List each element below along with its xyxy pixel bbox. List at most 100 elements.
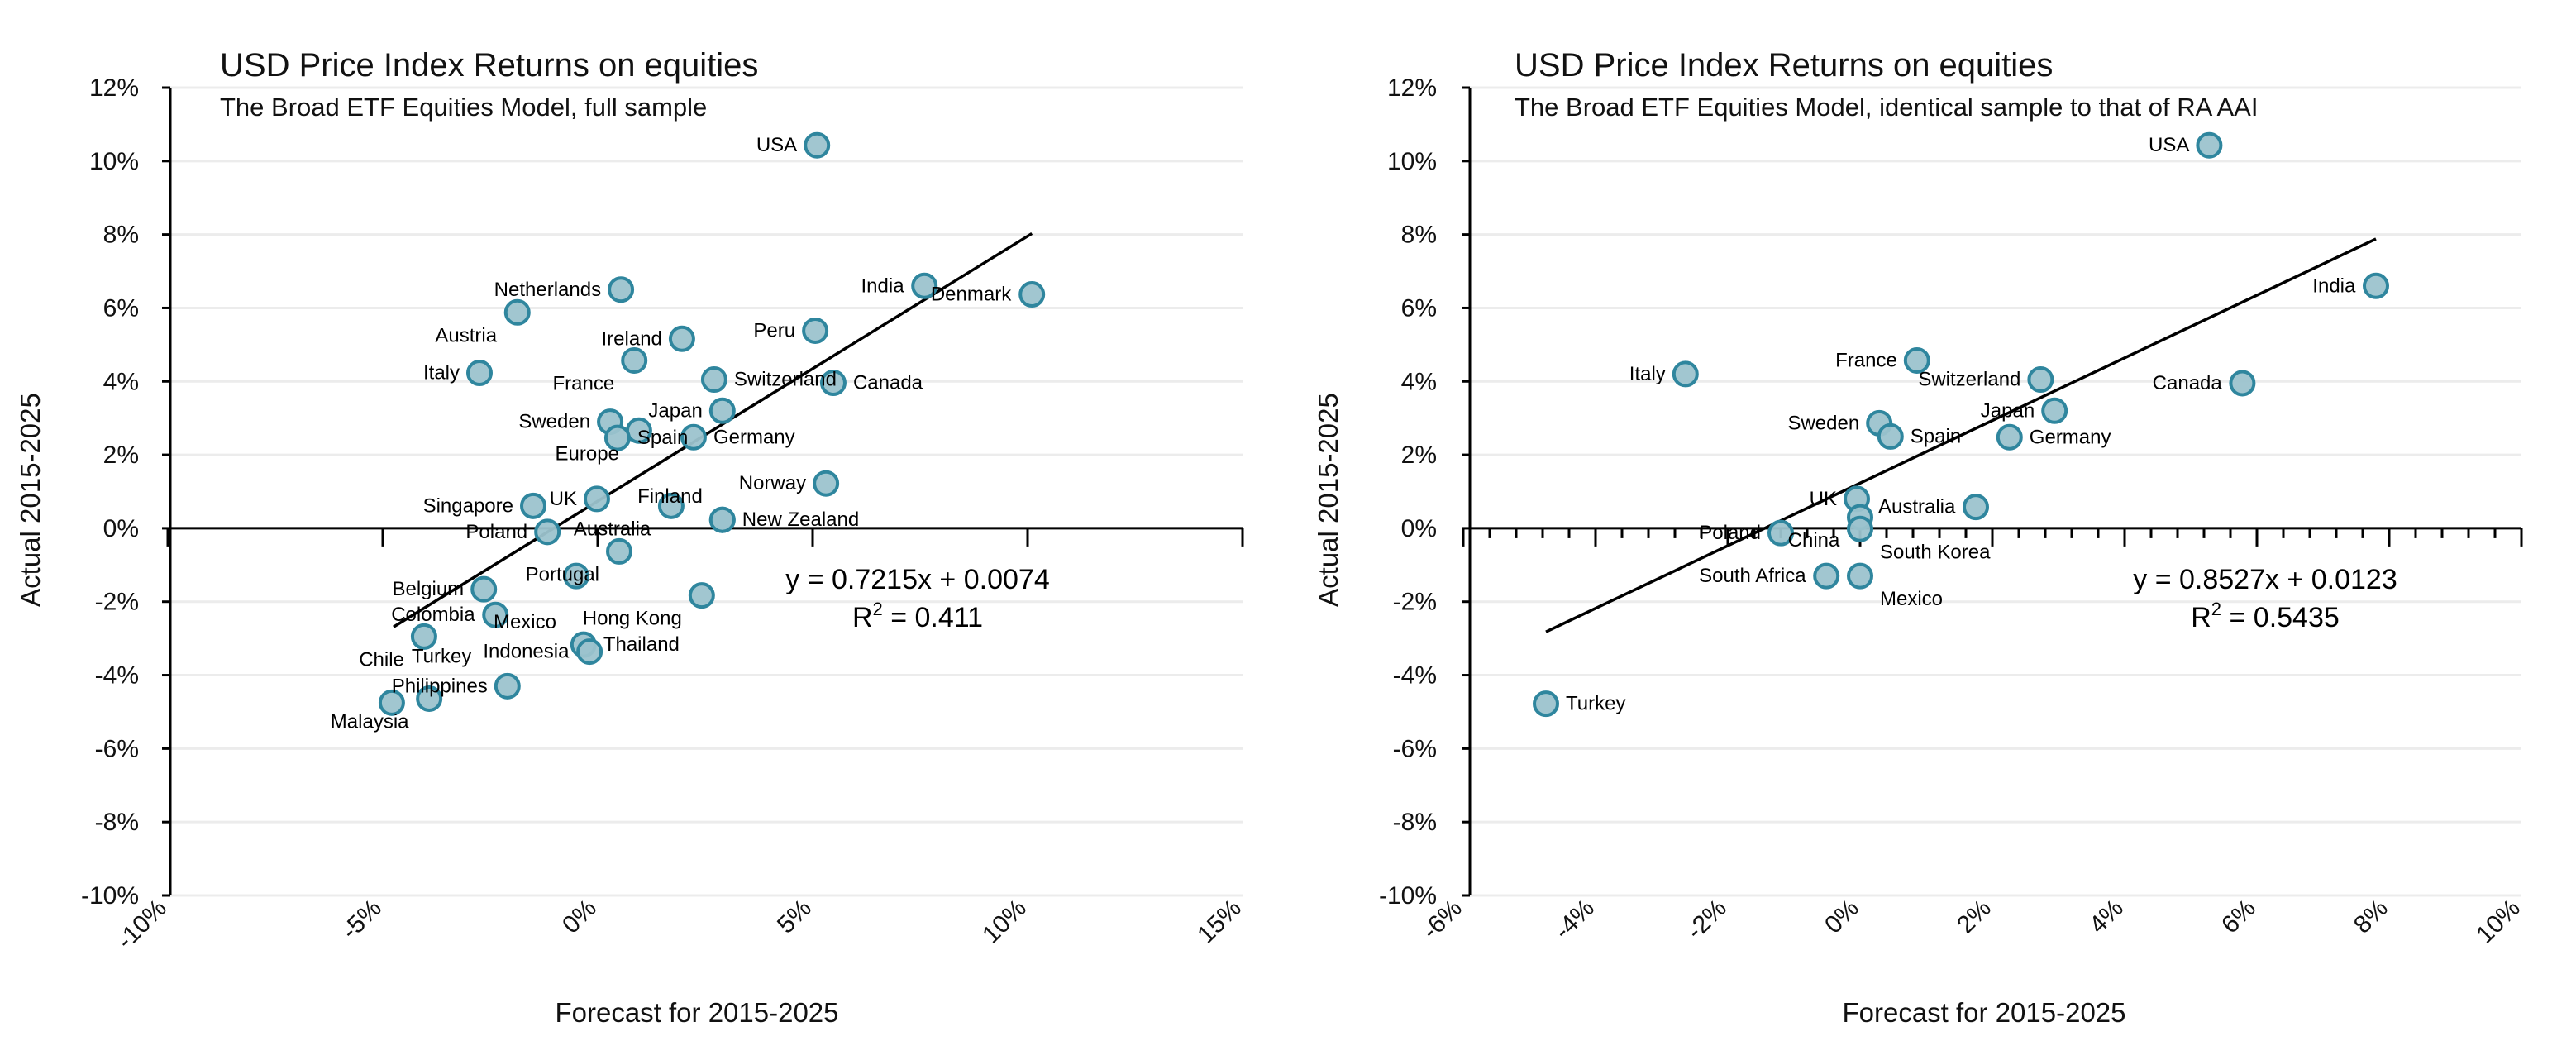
data-point-label: Turkey	[412, 645, 471, 667]
data-point	[416, 685, 443, 712]
data-point-label: Italy	[1629, 363, 1666, 385]
data-point-label: Austria	[435, 324, 497, 346]
y-tick-label: -10%	[1379, 882, 1437, 910]
data-point-label: USA	[756, 134, 797, 156]
data-point-label: China	[1788, 529, 1840, 551]
data-point-label: Poland	[1699, 522, 1761, 544]
regression-equation: y = 0.8527x + 0.0123	[2133, 564, 2397, 595]
data-point	[1877, 423, 1904, 450]
data-point	[1996, 423, 2023, 451]
data-point-label: Portugal	[526, 563, 599, 585]
y-tick-label: 6%	[103, 294, 139, 322]
data-point	[2229, 370, 2256, 397]
data-point-label: Switzerland	[1918, 369, 2020, 391]
y-tick-label: 12%	[1387, 74, 1437, 102]
y-tick-label: 0%	[1401, 515, 1437, 542]
x-tick-label: -4%	[1549, 895, 1600, 945]
data-point	[813, 470, 840, 497]
data-point-label: Turkey	[1566, 693, 1625, 715]
data-point-label: Poland	[465, 521, 527, 543]
data-point-label: Mexico	[494, 611, 556, 633]
y-tick-label: 10%	[1387, 148, 1437, 175]
data-point-labels: USA India Italy France Switzerland Canada Japa…	[1566, 134, 2356, 714]
data-point-label: Australia	[1878, 496, 1956, 518]
data-point	[1018, 281, 1046, 308]
data-point-label: UK	[1810, 488, 1837, 510]
r-squared: R2 = 0.5435	[2191, 599, 2340, 633]
data-point	[802, 317, 829, 344]
data-point	[1963, 494, 1989, 521]
x-tick-label: 10%	[977, 895, 1032, 949]
data-point-label: Colombia	[391, 604, 475, 626]
y-tick-label: -6%	[1393, 735, 1437, 762]
data-point	[1847, 515, 1873, 542]
data-point	[1672, 360, 1699, 388]
y-tick-label: 12%	[89, 74, 139, 102]
data-point-label: Philippines	[392, 675, 488, 697]
data-point	[1813, 562, 1840, 590]
data-point-label: Italy	[423, 362, 460, 384]
data-point	[2041, 397, 2068, 424]
data-point-label: Japan	[1981, 399, 2035, 422]
y-tick-label: -10%	[81, 882, 139, 910]
chart-panel-2: 12%10%8%6%4%2%0%-2%-4%-6%-8%-10%-6% -4% -2…	[1313, 47, 2526, 1028]
data-point-labels: USA India Denmark Netherlands Austria Peru Ire…	[331, 134, 1012, 733]
r2-label: R	[2191, 602, 2211, 633]
data-point	[576, 638, 603, 666]
data-point-label: Switzerland	[734, 369, 837, 391]
data-point-label: Thailand	[603, 633, 680, 656]
x-tick-label: 0%	[1820, 895, 1864, 939]
r-squared: R2 = 0.411	[852, 599, 983, 633]
x-tick-label: 4%	[2084, 895, 2129, 939]
trend-line	[1545, 237, 2377, 633]
data-point	[680, 423, 707, 451]
data-point-label: Spain	[637, 427, 688, 449]
y-tick-label: 2%	[103, 442, 139, 469]
data-point-label: Mexico	[1880, 588, 1943, 610]
data-point	[700, 366, 727, 394]
x-tick-label: 8%	[2349, 895, 2393, 939]
data-point-label: Sweden	[518, 411, 590, 433]
data-point-label: France	[552, 372, 614, 394]
data-point-label: Australia	[574, 518, 651, 540]
data-point	[668, 325, 695, 352]
y-tick-label: -4%	[95, 662, 139, 690]
r2-label: R	[852, 602, 873, 633]
x-tick-label: 0%	[557, 895, 602, 939]
data-point	[603, 424, 631, 451]
data-point	[688, 582, 715, 609]
data-point	[2027, 366, 2054, 394]
y-axis-title: Actual 2015-2025	[15, 393, 45, 607]
data-point	[503, 298, 531, 326]
data-point	[621, 346, 648, 374]
data-point	[378, 689, 405, 716]
data-point	[608, 276, 635, 303]
data-points	[378, 131, 1046, 716]
y-tick-label: 0%	[103, 515, 139, 542]
regression-equation: y = 0.7215x + 0.0074	[785, 564, 1049, 595]
data-point-label: Ireland	[602, 327, 662, 350]
data-point-label: France	[1835, 349, 1897, 371]
data-point	[819, 370, 847, 397]
y-tick-label: 8%	[1401, 222, 1437, 249]
x-axis-title: Forecast for 2015-2025	[1842, 997, 2125, 1028]
x-tick-label: 6%	[2216, 895, 2261, 939]
y-tick-label: -8%	[95, 809, 139, 836]
x-tick-label: 10%	[2471, 895, 2526, 949]
data-point	[708, 506, 736, 533]
data-point-label: Sweden	[1787, 412, 1859, 434]
data-point-label: India	[861, 275, 905, 297]
data-point-label: South Africa	[1699, 565, 1806, 587]
y-tick-label: 6%	[1401, 294, 1437, 322]
chart-panel-1: 12%10%8%6%4%2%0%-2%-4%-6%-8%-10%-10% -5% 0…	[15, 47, 1247, 1028]
y-tick-label: 10%	[89, 148, 139, 175]
data-point-label: Belgium	[392, 578, 464, 600]
y-tick-label: -2%	[1393, 589, 1437, 616]
data-point	[606, 537, 632, 565]
data-point-label: Chile	[359, 648, 404, 671]
data-point-label: Europe	[556, 442, 619, 465]
chart-subtitle: The Broad ETF Equities Model, full sampl…	[220, 93, 707, 122]
data-point	[563, 562, 589, 590]
data-point-label: Finland	[637, 485, 703, 508]
